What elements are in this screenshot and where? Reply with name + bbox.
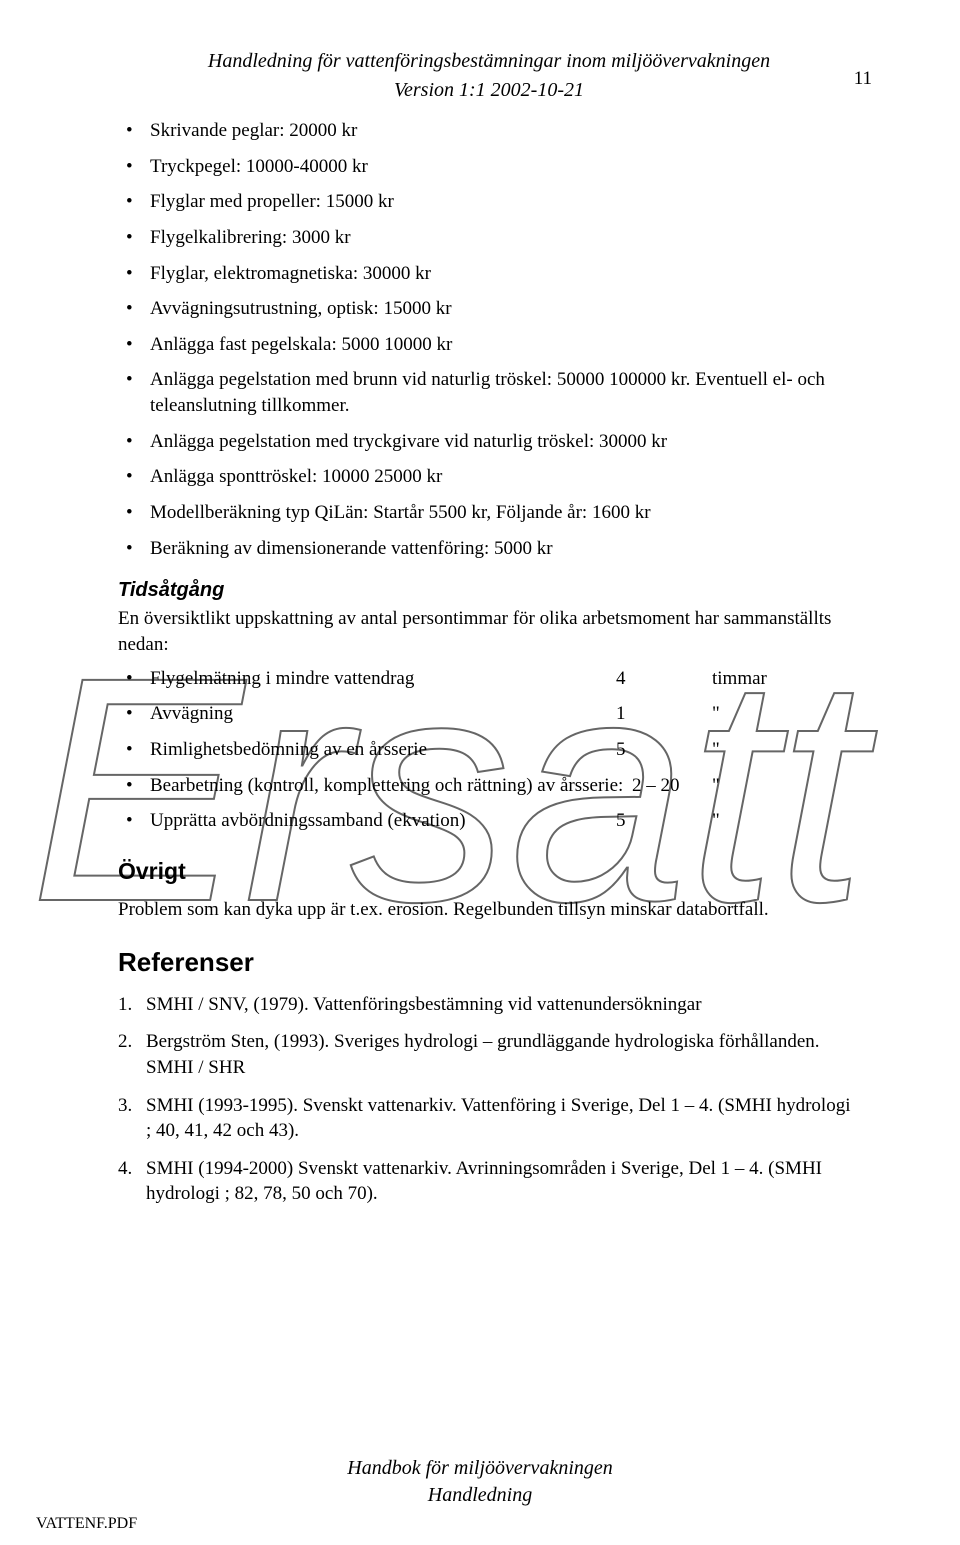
header-title-line2: Version 1:1 2002-10-21 [118, 77, 860, 104]
list-item: Flyglar med propeller: 15000 kr [118, 189, 860, 215]
list-item: Anlägga sponttröskel: 10000 25000 kr [118, 464, 860, 490]
ref-item: SMHI / SNV, (1979). Vattenföringsbestämn… [118, 992, 860, 1018]
time-label: Bearbetning (kontroll, komplettering och… [150, 775, 623, 796]
list-item: Anlägga fast pegelskala: 5000 10000 kr [118, 332, 860, 358]
time-value: 5 [616, 737, 626, 763]
list-item: Anlägga pegelstation med brunn vid natur… [118, 367, 860, 418]
list-item: Anlägga pegelstation med tryckgivare vid… [118, 429, 860, 455]
ovrigt-heading: Övrigt [118, 856, 860, 887]
header-title-line1: Handledning för vattenföringsbestämninga… [118, 48, 860, 75]
list-item: Skrivande peglar: 20000 kr [118, 118, 860, 144]
page-footer: Handbok för miljöövervakningen Handledni… [0, 1455, 960, 1509]
time-value: 2 – 20 [632, 773, 680, 799]
time-unit: " [712, 701, 720, 727]
time-value: 1 [616, 701, 626, 727]
time-label: Upprätta avbördningssamband (ekvation) [150, 810, 466, 831]
list-item: Flygelkalibrering: 3000 kr [118, 225, 860, 251]
list-item: Avvägningsutrustning, optisk: 15000 kr [118, 296, 860, 322]
time-value: 5 [616, 808, 626, 834]
ref-item: SMHI (1993-1995). Svenskt vattenarkiv. V… [118, 1093, 860, 1144]
page-header: Handledning för vattenföringsbestämninga… [118, 48, 860, 104]
footer-line1: Handbok för miljöövervakningen [0, 1455, 960, 1482]
time-label: Rimlighetsbedömning av en årsserie [150, 739, 427, 760]
time-unit: timmar [712, 666, 767, 692]
time-intro: En översiktlikt uppskattning av antal pe… [118, 606, 860, 657]
time-item: Rimlighetsbedömning av en årsserie 5 " [118, 737, 860, 763]
cost-list: Skrivande peglar: 20000 kr Tryckpegel: 1… [118, 118, 860, 561]
time-heading: Tidsåtgång [118, 577, 860, 604]
list-item: Tryckpegel: 10000-40000 kr [118, 154, 860, 180]
time-unit: " [712, 773, 720, 799]
time-item: Bearbetning (kontroll, komplettering och… [118, 773, 860, 799]
referenser-heading: Referenser [118, 945, 860, 980]
footer-line2: Handledning [0, 1482, 960, 1509]
list-item: Modellberäkning typ QiLän: Startår 5500 … [118, 500, 860, 526]
list-item: Beräkning av dimensionerande vattenförin… [118, 536, 860, 562]
time-unit: " [712, 737, 720, 763]
list-item: Flyglar, elektromagnetiska: 30000 kr [118, 261, 860, 287]
time-item: Avvägning 1 " [118, 701, 860, 727]
time-value: 4 [616, 666, 626, 692]
time-item: Upprätta avbördningssamband (ekvation) 5… [118, 808, 860, 834]
page-number: 11 [854, 66, 872, 92]
referenser-list: SMHI / SNV, (1979). Vattenföringsbestämn… [118, 992, 860, 1207]
time-label: Flygelmätning i mindre vattendrag [150, 668, 414, 689]
footer-file: VATTENF.PDF [36, 1513, 137, 1535]
time-list: Flygelmätning i mindre vattendrag 4 timm… [118, 666, 860, 834]
time-item: Flygelmätning i mindre vattendrag 4 timm… [118, 666, 860, 692]
time-label: Avvägning [150, 703, 233, 724]
ovrigt-text: Problem som kan dyka upp är t.ex. erosio… [118, 897, 860, 923]
time-unit: " [712, 808, 720, 834]
ref-item: SMHI (1994-2000) Svenskt vattenarkiv. Av… [118, 1156, 860, 1207]
ref-item: Bergström Sten, (1993). Sveriges hydrolo… [118, 1029, 860, 1080]
